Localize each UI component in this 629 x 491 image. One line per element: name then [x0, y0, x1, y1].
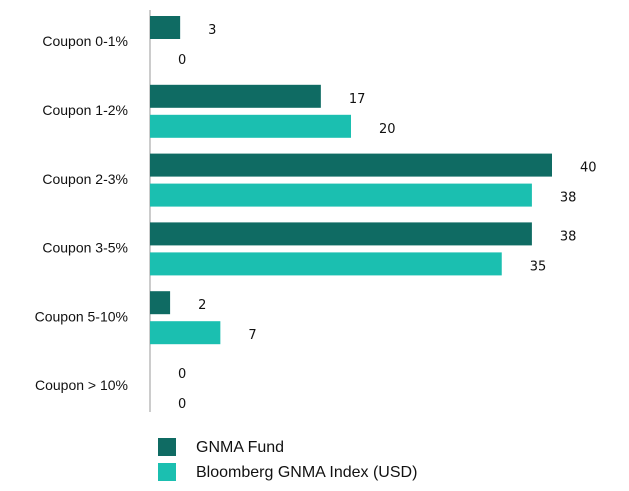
bar — [150, 252, 502, 276]
value-label: 3 — [208, 23, 216, 38]
bar — [150, 153, 552, 177]
legend-label: GNMA Fund — [196, 439, 284, 456]
bar — [150, 16, 181, 39]
category-label: Coupon 3-5% — [42, 240, 128, 256]
legend-swatch — [158, 463, 176, 481]
category-label: Coupon > 10% — [35, 377, 128, 393]
bar — [150, 321, 221, 345]
value-label: 20 — [379, 122, 396, 137]
value-label: 35 — [530, 259, 547, 274]
bar — [150, 183, 532, 207]
category-label: Coupon 2-3% — [42, 171, 128, 187]
value-label: 2 — [198, 298, 206, 313]
value-label: 17 — [349, 92, 366, 107]
legend-swatch — [158, 438, 176, 456]
bar — [150, 222, 532, 246]
category-label: Coupon 5-10% — [35, 308, 128, 324]
bar — [150, 84, 321, 108]
value-label: 40 — [580, 161, 597, 176]
value-label: 38 — [560, 191, 577, 206]
legend-label: Bloomberg GNMA Index (USD) — [196, 464, 417, 481]
value-label: 38 — [560, 229, 577, 244]
category-label: Coupon 1-2% — [42, 102, 128, 118]
value-label: 0 — [178, 397, 186, 412]
value-label: 0 — [178, 53, 186, 68]
bar — [150, 114, 351, 138]
value-label: 7 — [248, 328, 256, 343]
category-label: Coupon 0-1% — [42, 33, 128, 49]
value-label: 0 — [178, 367, 186, 382]
bar — [150, 291, 171, 315]
